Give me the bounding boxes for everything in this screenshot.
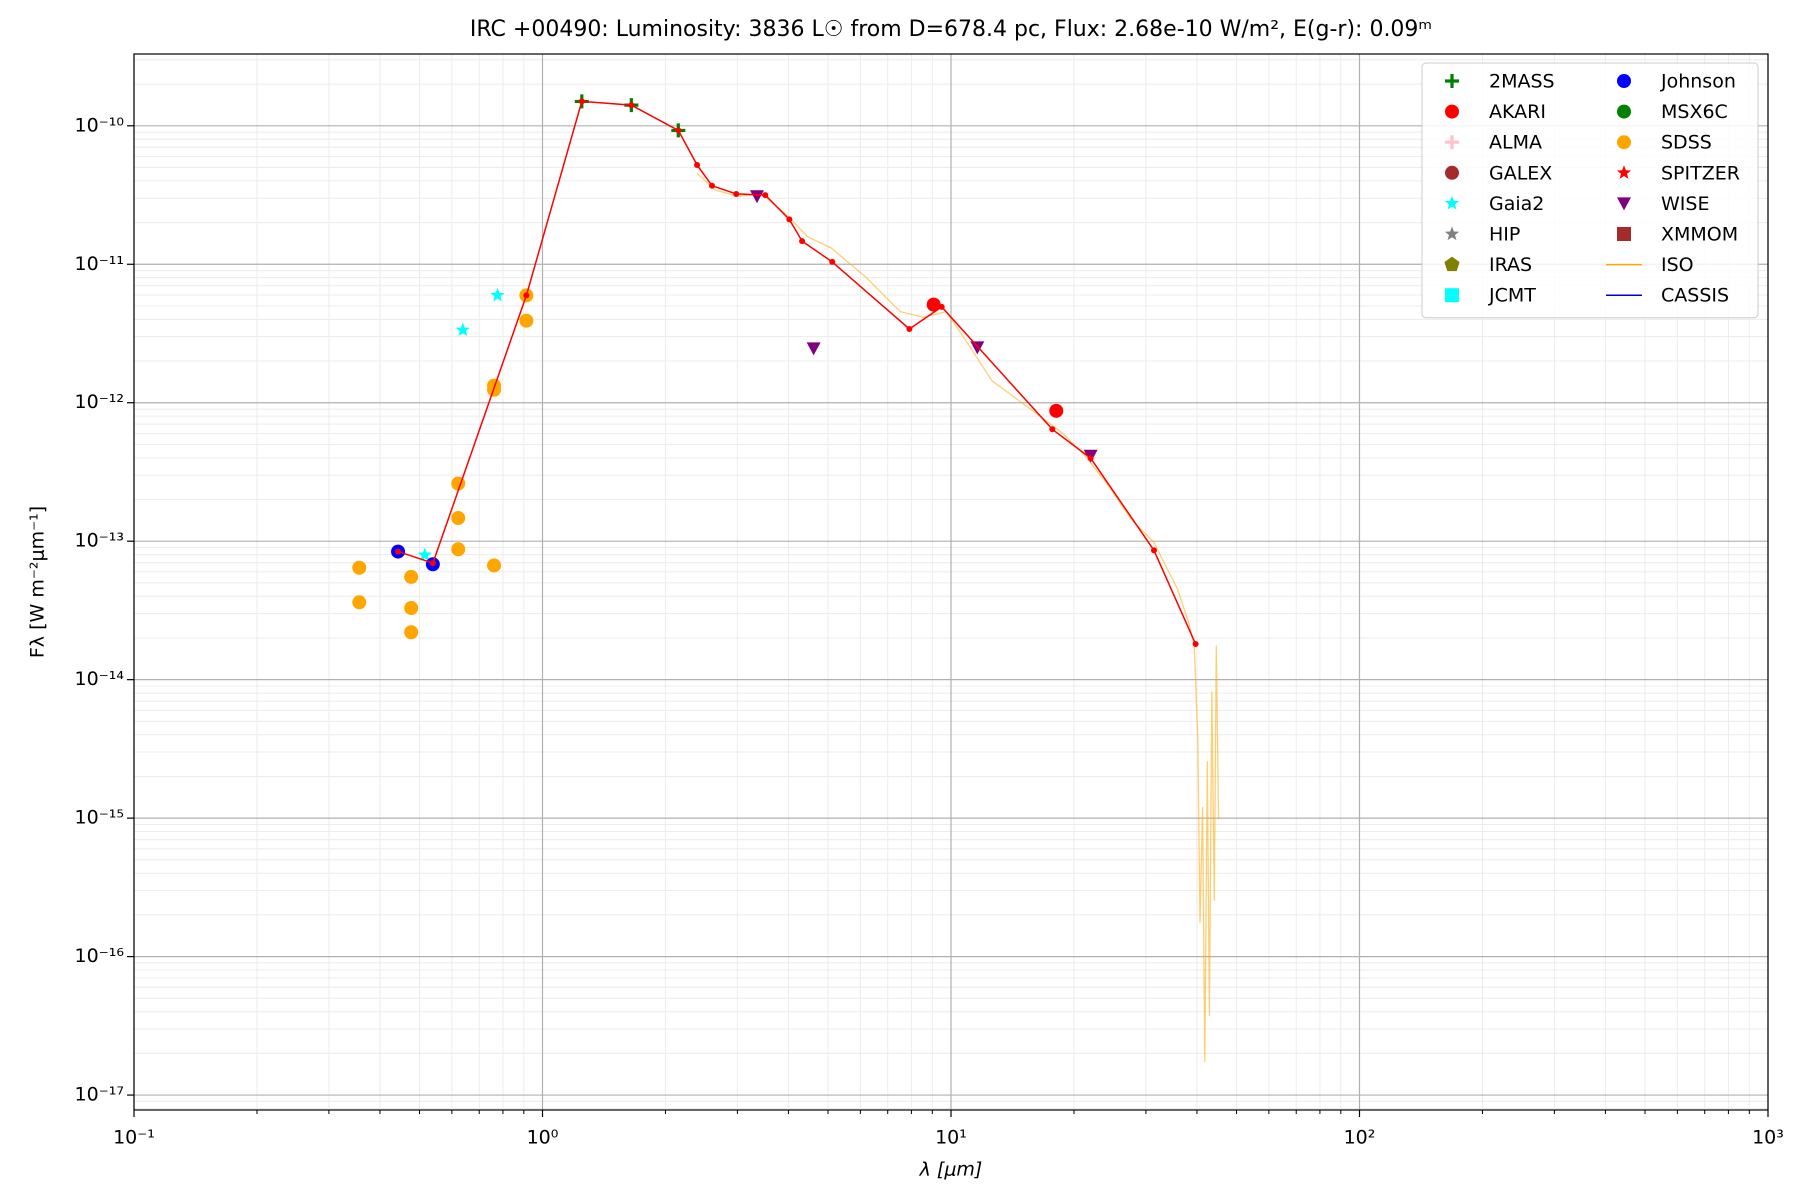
legend-label: XMMOM xyxy=(1661,224,1738,246)
data-point xyxy=(455,322,470,337)
data-point xyxy=(733,190,740,197)
legend-marker xyxy=(1444,195,1460,210)
legend-marker xyxy=(1617,74,1631,88)
legend-label: AKARI xyxy=(1489,101,1546,123)
data-point xyxy=(417,547,432,562)
legend-label: IRAS xyxy=(1489,254,1532,276)
legend-label: SDSS xyxy=(1661,132,1712,154)
plot-frame xyxy=(133,53,1769,1111)
legend-marker xyxy=(1617,227,1631,241)
legend-label: HIP xyxy=(1489,224,1520,246)
y-tick-label: 10⁻¹⁰ xyxy=(75,114,124,136)
legend-label: Gaia2 xyxy=(1489,193,1544,215)
data-point xyxy=(938,303,945,310)
y-tick-label: 10⁻¹⁵ xyxy=(75,807,124,829)
data-point xyxy=(352,560,367,575)
chart-title: IRC +00490: Luminosity: 3836 L☉ from D=6… xyxy=(470,17,1432,42)
legend-marker xyxy=(1445,104,1459,119)
legend-marker xyxy=(1617,197,1631,211)
legend: 2MASS AKARI ALMA GALEX Gaia2 HIP IRAS JCMT Johns… xyxy=(1421,62,1759,319)
data-point xyxy=(1087,455,1094,462)
x-tick-label: 10¹ xyxy=(935,1127,967,1149)
legend-marker xyxy=(1444,256,1460,272)
data-point xyxy=(762,192,769,199)
legend-marker xyxy=(1617,135,1631,150)
y-tick-label: 10⁻¹² xyxy=(75,391,124,413)
y-tick-label: 10⁻¹¹ xyxy=(75,253,124,275)
y-tick-label: 10⁻¹⁴ xyxy=(75,668,125,690)
legend-marker xyxy=(1444,226,1460,241)
data-point xyxy=(926,297,941,312)
legend-label: JCMT xyxy=(1488,285,1536,307)
legend-marker xyxy=(1445,135,1459,150)
legend-marker xyxy=(1445,74,1459,88)
data-point xyxy=(906,325,913,332)
data-point xyxy=(709,182,716,189)
data-point xyxy=(490,287,505,302)
grid xyxy=(133,54,1769,1110)
data-point xyxy=(806,342,821,356)
y-tick-label: 10⁻¹⁶ xyxy=(75,945,124,967)
legend-label: MSX6C xyxy=(1661,101,1728,123)
data-point xyxy=(675,127,682,134)
data-point xyxy=(1192,640,1199,647)
legend-box xyxy=(1421,62,1759,319)
x-tick-label: 10⁻¹ xyxy=(113,1127,155,1149)
x-tick-label: 10³ xyxy=(1752,1127,1784,1149)
spectrum-line xyxy=(696,172,1220,1063)
legend-label: WISE xyxy=(1661,193,1709,215)
data-point xyxy=(749,190,764,204)
legend-marker xyxy=(1617,104,1631,119)
data-point xyxy=(694,162,701,169)
y-tick-label: 10⁻¹⁷ xyxy=(75,1084,124,1106)
y-axis-label: Fλ [W m⁻²μm⁻¹] xyxy=(27,506,49,658)
data-point xyxy=(395,548,402,555)
legend-marker xyxy=(1616,165,1632,179)
data-point xyxy=(352,595,367,610)
data-point xyxy=(829,258,836,265)
x-tick-label: 10² xyxy=(1344,1127,1376,1149)
data-point xyxy=(519,313,534,328)
data-point xyxy=(523,292,530,299)
data-point xyxy=(799,238,806,245)
legend-marker xyxy=(1445,165,1459,180)
data-point xyxy=(1150,547,1157,554)
x-axis-label: λ [μm] xyxy=(919,1159,983,1181)
data-point xyxy=(451,511,466,526)
x-tick-label: 10⁰ xyxy=(527,1127,559,1149)
legend-label: SPITZER xyxy=(1661,162,1740,184)
legend-label: Johnson xyxy=(1660,71,1736,93)
data-point xyxy=(628,102,635,109)
data-point xyxy=(404,625,419,640)
data-point xyxy=(404,569,419,584)
data-point xyxy=(451,542,466,557)
data-point xyxy=(786,216,793,223)
data-point xyxy=(970,341,985,355)
legend-label: ISO xyxy=(1661,254,1694,276)
data-point xyxy=(404,601,419,616)
y-tick-label: 10⁻¹³ xyxy=(75,530,124,552)
data-point xyxy=(429,560,436,567)
legend-label: ALMA xyxy=(1489,132,1542,154)
data-point xyxy=(487,558,502,573)
legend-label: 2MASS xyxy=(1489,71,1555,93)
legend-label: CASSIS xyxy=(1661,285,1729,307)
data-point xyxy=(578,98,585,105)
legend-label: GALEX xyxy=(1489,162,1552,184)
data-point xyxy=(1049,403,1064,418)
legend-marker xyxy=(1445,288,1459,303)
data-point xyxy=(1049,426,1056,433)
